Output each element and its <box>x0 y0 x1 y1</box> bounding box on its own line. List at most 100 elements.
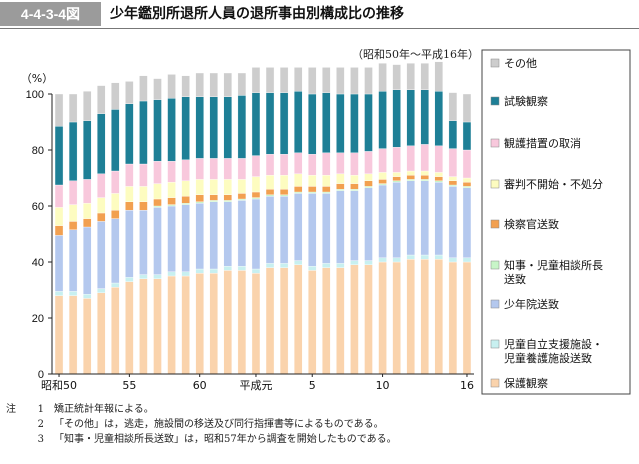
bar-segment <box>336 152 345 174</box>
legend-swatch <box>490 339 500 349</box>
bar-segment <box>378 261 387 375</box>
bar-segment <box>392 180 401 183</box>
bar-segment <box>462 187 472 258</box>
bar-segment <box>364 186 373 188</box>
bar-segment <box>364 67 373 95</box>
bar-segment <box>293 264 303 375</box>
bar-segment <box>111 218 120 284</box>
bar-segment <box>68 229 78 292</box>
bar-segment <box>251 198 261 270</box>
bar-segment <box>153 274 162 279</box>
bar-segment <box>153 278 162 375</box>
y-tick-label: 80 <box>32 145 44 157</box>
bar-segment <box>195 158 204 180</box>
bar-segment <box>462 257 472 263</box>
bar-segment <box>181 271 190 277</box>
note-text: 「その他」は，逃走，施設間の移送及び同行指揮書等によるものである。 <box>54 419 384 430</box>
bar-segment <box>223 158 233 180</box>
bar-segment <box>462 121 472 151</box>
bar-segment <box>322 263 331 268</box>
bar-segment <box>195 96 204 159</box>
bar-segment <box>293 260 303 265</box>
legend-swatch <box>490 299 500 309</box>
bar-segment <box>322 267 331 375</box>
bar-segment <box>68 295 78 375</box>
bar-segment <box>251 176 261 193</box>
bar-segment <box>209 194 218 201</box>
bar-segment <box>82 179 92 204</box>
x-tick-label: 55 <box>122 379 136 392</box>
bar-segment <box>251 155 261 177</box>
bar-segment <box>420 179 429 181</box>
bar-segment <box>82 294 92 299</box>
note-row: 2 「その他」は，逃走，施設間の移送及び同行指揮書等によるものである。 <box>6 417 626 432</box>
bar-segment <box>322 67 331 93</box>
bar-segment <box>448 186 458 258</box>
bar-segment <box>237 95 247 159</box>
bar-segment <box>97 288 106 293</box>
bar-segment <box>434 172 444 177</box>
bar-segment <box>237 266 247 271</box>
bar-segment <box>336 183 345 190</box>
bar-segment <box>139 274 148 279</box>
bar-segment <box>364 264 373 375</box>
bar-segment <box>54 207 64 226</box>
bar-segment <box>364 151 373 174</box>
x-tick-label: 平成元 <box>239 379 272 392</box>
bar-segment <box>336 67 345 95</box>
bar-segment <box>378 257 387 263</box>
bar-segment <box>223 266 233 271</box>
bar-segment <box>350 264 359 375</box>
bar-segment <box>195 179 204 195</box>
x-tick-label: 16 <box>460 379 474 392</box>
bar-segment <box>97 221 106 289</box>
x-tick-label: 60 <box>193 379 207 392</box>
bar-segment <box>265 263 275 268</box>
bar-segment <box>125 186 134 202</box>
bar-segment <box>420 254 429 260</box>
bar-segment <box>350 189 359 191</box>
bar-segment <box>167 98 176 162</box>
bar-segment <box>392 257 401 263</box>
legend-swatch <box>490 96 500 106</box>
bar-segment <box>82 226 92 295</box>
note-number: 2 <box>37 419 44 430</box>
bar-segment <box>237 158 247 180</box>
bar-segment <box>406 175 415 180</box>
bar-segment <box>462 149 472 179</box>
note-text: 「知事・児童相談所長送致」は，昭和57年から調査を開始したものである。 <box>54 434 397 445</box>
bar-segment <box>308 270 317 375</box>
bar-segment <box>279 154 289 176</box>
bar-segment <box>293 91 303 153</box>
bar-segment <box>139 278 148 375</box>
bar-segment <box>167 182 176 198</box>
bar-segment <box>392 182 401 258</box>
bar-segment <box>392 147 401 173</box>
bar-segment <box>125 277 134 282</box>
bar-segment <box>111 82 120 110</box>
legend-box <box>481 49 631 395</box>
bar-segment <box>406 180 415 256</box>
bar-segment <box>153 183 162 200</box>
bar-segment <box>448 261 458 375</box>
figure-header: 4-4-3-4図 少年鑑別所退所人員の退所事由別構成比の推移 <box>0 0 639 29</box>
bar-segment <box>420 63 429 90</box>
bar-segment <box>251 191 261 198</box>
bar-segment <box>181 275 190 375</box>
bar-segment <box>82 298 92 375</box>
bar-segment <box>350 175 359 184</box>
bar-segment <box>434 259 444 375</box>
bar-segment <box>97 197 106 214</box>
bar-segment <box>111 193 120 211</box>
legend-swatch <box>490 58 500 68</box>
bar-segment <box>265 196 275 264</box>
bar-segment <box>350 260 359 265</box>
bar-segment <box>434 254 444 260</box>
legend-label: その他 <box>504 57 537 70</box>
bar-segment <box>392 176 401 181</box>
bar-segment <box>139 210 148 275</box>
legend-label: 児童自立支援施設・児童養護施設送致 <box>504 337 603 365</box>
bar-segment <box>181 180 190 197</box>
bar-segment <box>406 179 415 181</box>
bar-segment <box>223 179 233 195</box>
